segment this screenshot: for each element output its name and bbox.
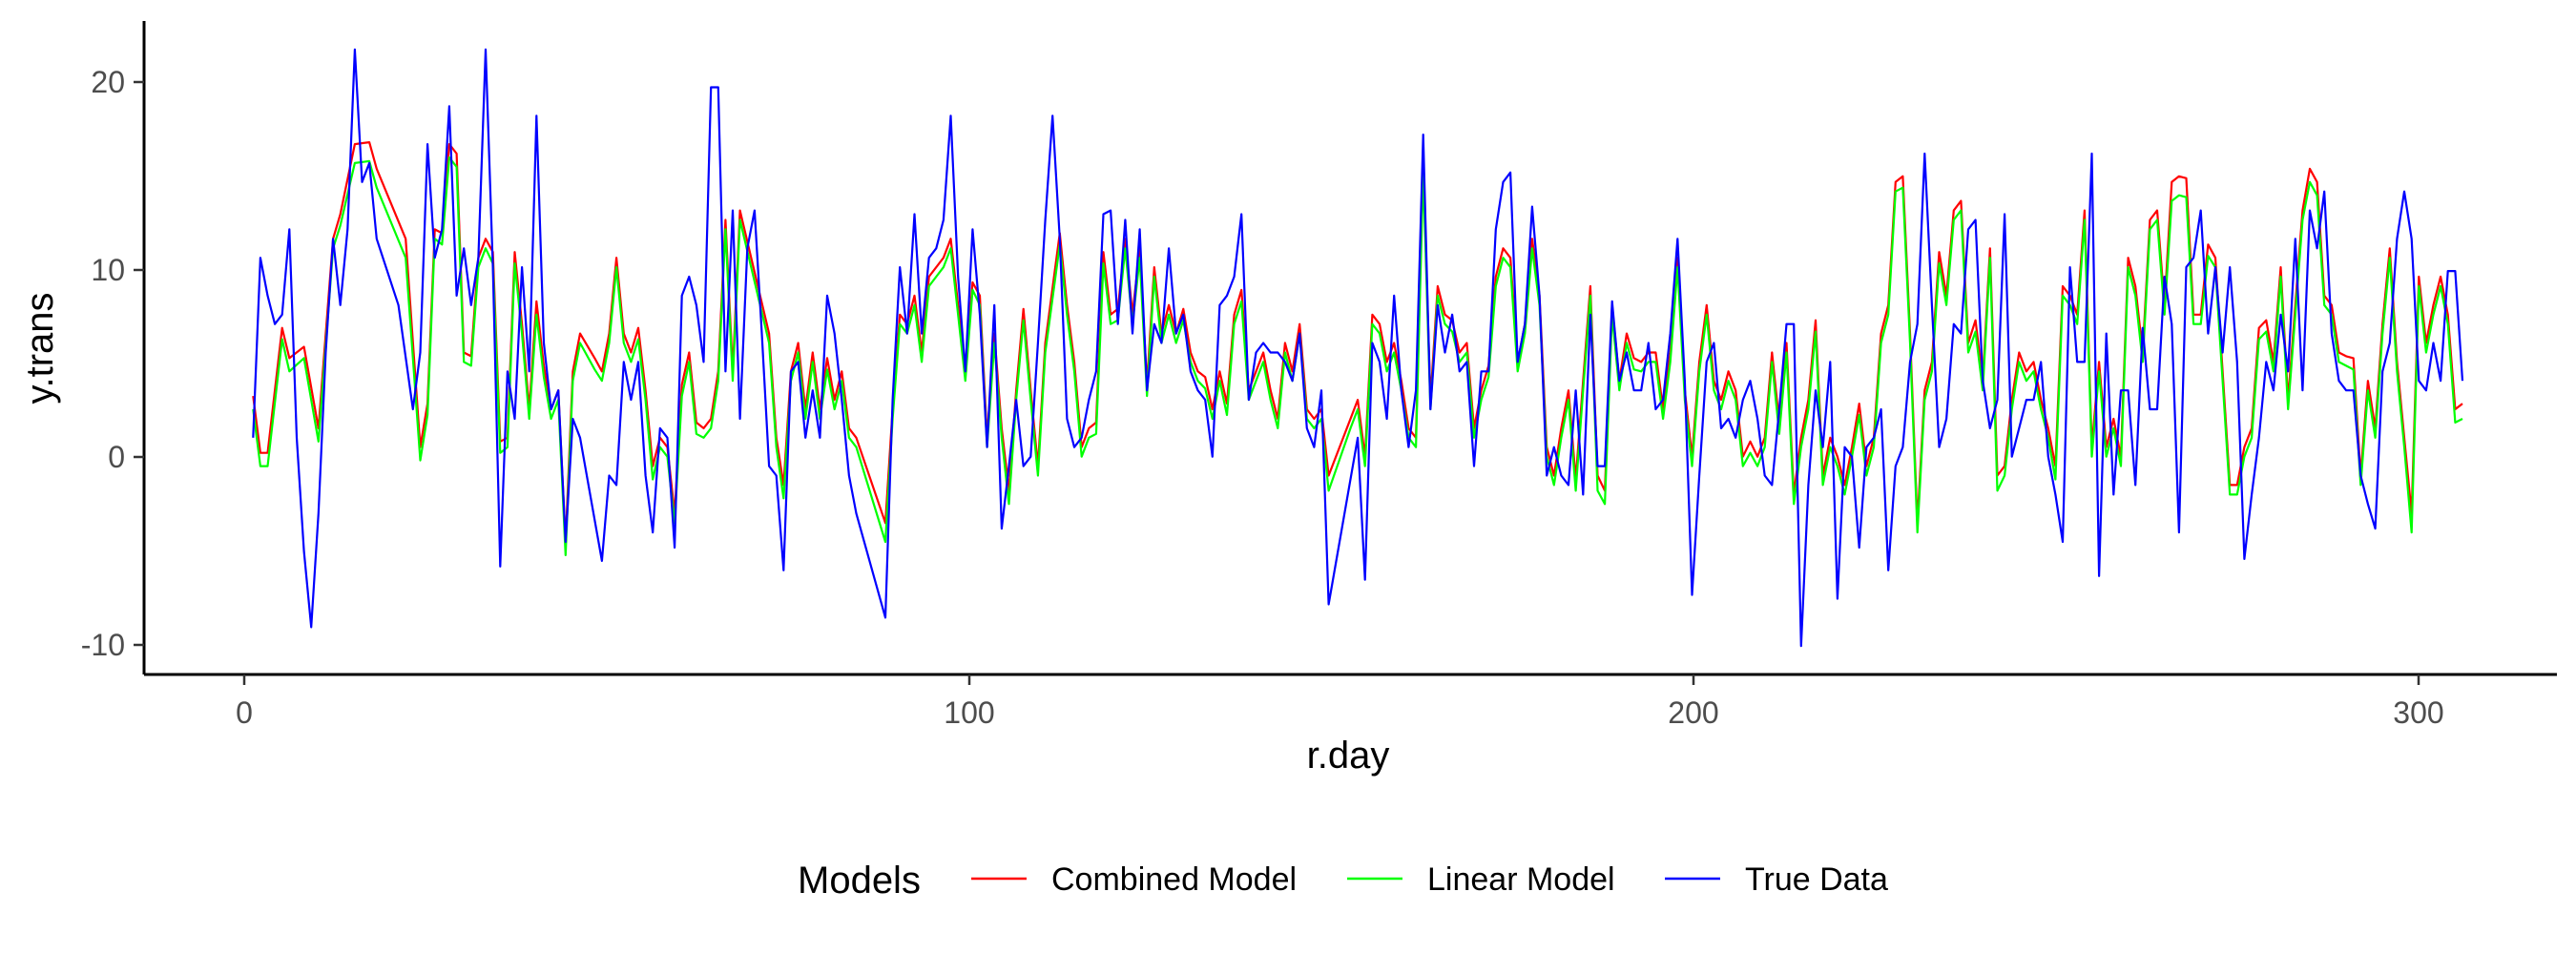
x-tick-label-100: 100 — [944, 695, 994, 730]
legend-label-true-data: True Data — [1745, 861, 1888, 898]
x-tick-label-200: 200 — [1668, 695, 1718, 730]
y-tick-label-20: 20 — [91, 65, 125, 99]
legend: Models Combined Model Linear Model True … — [798, 860, 1888, 902]
series-layer — [252, 48, 2464, 648]
series-line-linear-model — [252, 156, 2463, 557]
x-tick-label-300: 300 — [2393, 695, 2443, 730]
series-line-combined-model — [252, 141, 2463, 544]
legend-title: Models — [798, 860, 921, 902]
legend-label-combined-model: Combined Model — [1051, 861, 1297, 898]
x-axis-title: r.day — [1307, 735, 1390, 777]
legend-label-linear-model: Linear Model — [1427, 861, 1615, 898]
y-tick-label-0: 0 — [108, 440, 125, 474]
y-tick-label-neg10: -10 — [81, 628, 125, 662]
x-tick-label-0: 0 — [236, 695, 253, 730]
series-line-true-data — [252, 48, 2464, 648]
y-axis-title: y.trans — [19, 292, 61, 404]
y-tick-label-10: 10 — [91, 253, 125, 287]
